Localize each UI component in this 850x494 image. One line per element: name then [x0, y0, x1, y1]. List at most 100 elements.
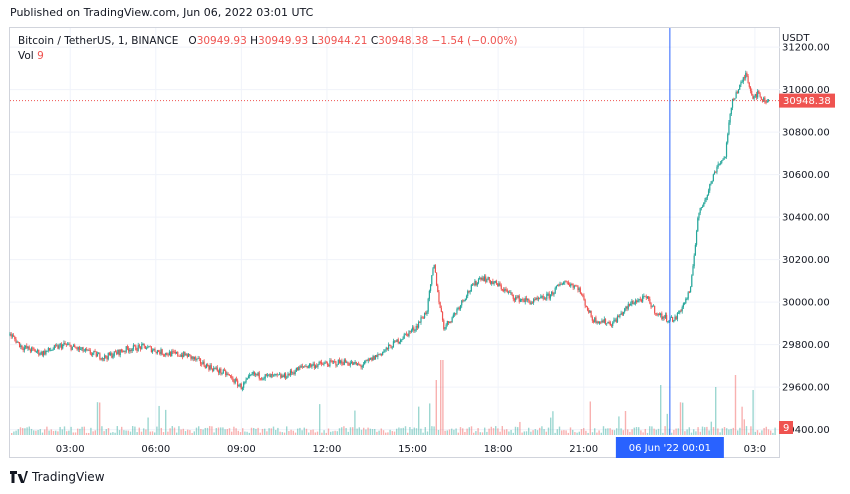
candle-body — [314, 365, 317, 368]
candle-body — [119, 349, 121, 356]
candle-body — [312, 363, 314, 365]
volume-bar — [446, 430, 448, 435]
candle-body — [510, 292, 512, 294]
volume-bar — [737, 430, 739, 435]
candle-body — [373, 355, 375, 360]
volume-bar — [763, 428, 765, 435]
volume-bar — [715, 387, 717, 435]
candle-body — [674, 316, 676, 321]
candle-body — [464, 298, 466, 301]
candle-body — [178, 355, 180, 357]
candle-body — [244, 382, 246, 383]
candle-body — [313, 363, 315, 368]
candle-body — [632, 301, 634, 304]
candle-body — [577, 286, 579, 291]
candle-body — [556, 284, 559, 287]
volume-bar — [382, 430, 385, 435]
volume-bar — [437, 429, 440, 435]
candle-body — [656, 314, 658, 316]
volume-bar — [521, 432, 523, 435]
legend-open-label: O — [188, 35, 197, 47]
volume-bar — [187, 429, 189, 435]
volume-bar — [136, 432, 138, 435]
candle-body — [523, 300, 525, 303]
candle-body — [143, 344, 145, 346]
candle-body — [576, 285, 578, 287]
volume-bar — [347, 431, 349, 435]
volume-bar — [110, 432, 112, 435]
candle-body — [65, 344, 67, 346]
volume-bar — [664, 426, 666, 435]
candle-body — [251, 374, 253, 376]
candle-body — [725, 142, 728, 157]
candle-body — [437, 285, 439, 292]
volume-bar — [717, 428, 719, 435]
candle-body — [694, 244, 696, 256]
volume-bar — [253, 427, 255, 435]
volume-bar — [721, 428, 723, 435]
candle-body — [443, 320, 445, 329]
candle-body — [16, 341, 18, 343]
x-tick-label: 18:00 — [484, 444, 513, 455]
candle-body — [102, 357, 105, 359]
volume-bar — [105, 429, 107, 435]
candle-body — [53, 345, 55, 350]
candle-body — [310, 363, 312, 367]
candle-body — [495, 281, 498, 284]
candle-body — [235, 379, 238, 381]
y-tick-label: 30000.00 — [782, 298, 830, 309]
volume-bar — [323, 430, 325, 435]
candle-body — [670, 316, 673, 318]
volume-bar — [226, 429, 228, 435]
volume-bar — [145, 429, 147, 435]
volume-bar — [316, 431, 319, 435]
volume-bar — [514, 426, 517, 435]
candle-body — [106, 357, 108, 360]
candle-body — [471, 284, 474, 286]
candle-body — [506, 289, 508, 292]
candle-body — [14, 336, 16, 340]
candle-body — [113, 351, 115, 356]
volume-axis-tag — [779, 421, 793, 434]
candle-body — [105, 355, 107, 358]
candle-body — [470, 285, 472, 292]
candle-body — [567, 282, 569, 285]
chart-pane[interactable] — [9, 27, 780, 458]
volume-bar — [576, 432, 578, 435]
candle-body — [589, 310, 591, 313]
candle-body — [742, 77, 744, 82]
candle-body — [208, 366, 210, 370]
candle-body — [426, 311, 428, 315]
candle-body — [360, 365, 362, 368]
volume-bar — [154, 432, 156, 435]
candle-body — [715, 172, 717, 173]
candle-body — [231, 376, 233, 378]
volume-bar — [213, 432, 215, 435]
candle-body — [479, 277, 481, 280]
candle-body — [157, 350, 160, 352]
volume-bar — [677, 428, 679, 435]
candle-body — [681, 307, 683, 312]
candle-body — [606, 323, 608, 325]
candle-body — [657, 313, 659, 315]
tradingview-logo-icon — [10, 471, 28, 483]
candle-body — [397, 339, 399, 344]
volume-bar — [743, 419, 745, 435]
candle-body — [305, 365, 307, 367]
candle-body — [46, 350, 48, 352]
candle-body — [672, 316, 674, 322]
volume-bar — [633, 427, 635, 435]
candle-body — [432, 268, 434, 276]
volume-bar — [334, 430, 336, 435]
volume-bar — [602, 426, 605, 435]
footer-brand[interactable]: TradingView — [10, 470, 105, 484]
candle-body — [187, 354, 190, 357]
candle-body — [72, 345, 75, 347]
volume-bar — [534, 429, 536, 435]
volume-bar — [360, 429, 363, 435]
candle-body — [92, 353, 94, 355]
candle-body — [441, 311, 444, 321]
candle-body — [134, 345, 136, 347]
candle-body — [668, 320, 670, 322]
